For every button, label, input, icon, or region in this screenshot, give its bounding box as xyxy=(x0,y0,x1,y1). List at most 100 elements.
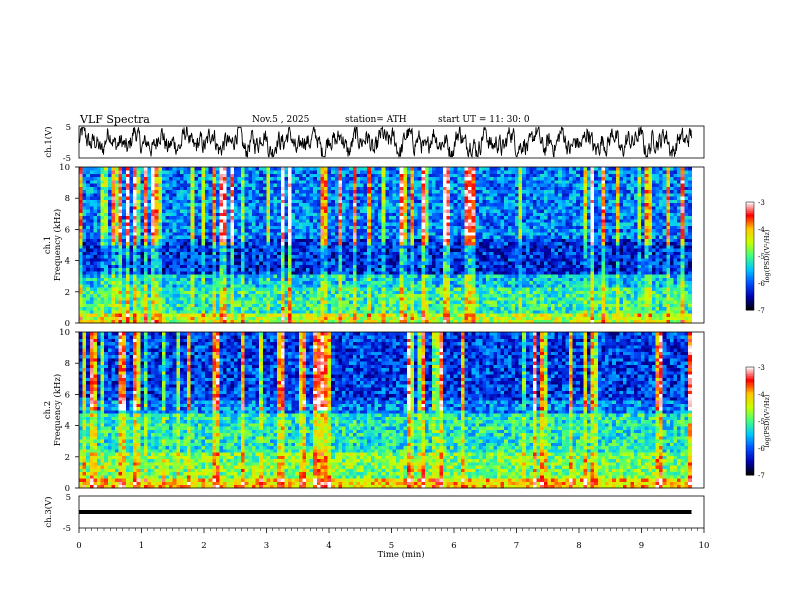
spectrogram-cell xyxy=(165,261,170,265)
spectrogram-cell xyxy=(338,232,343,236)
spectrogram-cell xyxy=(342,300,347,304)
spectrogram-cell xyxy=(277,316,282,321)
spectrogram-cell xyxy=(388,228,393,233)
spectrogram-cell xyxy=(161,251,166,256)
spectrogram-cell xyxy=(424,277,429,282)
spectrogram-cell xyxy=(233,245,238,249)
spectrogram-cell xyxy=(659,310,664,314)
spectrogram-cell xyxy=(673,303,678,308)
spectrogram-cell xyxy=(251,254,256,259)
spectrogram-cell xyxy=(655,267,660,272)
spectrogram-cell xyxy=(79,225,83,230)
spectrogram-cell xyxy=(125,290,130,295)
spectrogram-cell xyxy=(522,297,527,301)
spectrogram-cell xyxy=(129,277,134,282)
spectrogram-cell xyxy=(194,271,199,275)
spectrogram-cell xyxy=(641,274,646,278)
spectrogram-cell xyxy=(569,267,573,272)
spectrogram-cell xyxy=(525,258,530,262)
spectrogram-cell xyxy=(255,241,260,246)
spectrogram-cell xyxy=(352,287,357,291)
spectrogram-cell xyxy=(374,228,379,233)
spectrogram-cell xyxy=(316,287,321,291)
spectrogram-cell xyxy=(233,284,238,288)
spectrogram-cell xyxy=(468,277,473,282)
spectrogram-cell xyxy=(352,284,357,288)
spectrogram-cell xyxy=(496,303,501,308)
spectrogram-cell xyxy=(327,290,332,295)
spectrogram-cell xyxy=(223,284,228,288)
spectrogram-cell xyxy=(536,306,541,311)
spectrogram-cell xyxy=(428,241,433,246)
spectrogram-cell xyxy=(298,313,303,317)
spectrogram-cell xyxy=(608,261,613,265)
spectrogram-cell xyxy=(125,238,130,243)
spectrogram-cell xyxy=(608,303,613,308)
spectrogram-cell xyxy=(215,232,220,236)
spectrogram-cell xyxy=(208,251,213,256)
spectrogram-cell xyxy=(399,235,404,239)
spectrogram-cell xyxy=(226,310,231,314)
spectrogram-cell xyxy=(457,290,462,295)
spectrogram-cell xyxy=(381,258,386,262)
spectrogram-cell xyxy=(122,313,127,317)
spectrogram-cell xyxy=(370,264,375,269)
spectrogram-cell xyxy=(576,235,581,239)
spectrogram-cell xyxy=(205,287,210,291)
spectrogram-cell xyxy=(561,306,566,311)
spectrogram-cell xyxy=(324,254,328,259)
spectrogram-cell xyxy=(561,228,566,233)
spectrogram-cell xyxy=(374,319,379,324)
spectrogram-cell xyxy=(471,303,476,308)
spectrogram-cell xyxy=(536,293,541,298)
spectrogram-cell xyxy=(165,235,170,239)
spectrogram-cell xyxy=(104,251,109,256)
spectrogram-cell xyxy=(677,313,682,317)
spectrogram-cell xyxy=(605,290,610,295)
spectrogram-cell xyxy=(345,303,350,308)
spectrogram-cell xyxy=(230,258,235,262)
spectrogram-cell xyxy=(475,310,480,314)
spectrogram-cell xyxy=(673,267,678,272)
spectrogram-cell xyxy=(367,238,372,243)
spectrogram-cell xyxy=(684,254,689,259)
spectrogram-cell xyxy=(572,280,577,285)
spectrogram-cell xyxy=(504,284,509,288)
spectrogram-cell xyxy=(579,287,584,291)
spectrogram-cell xyxy=(197,258,202,262)
spectrogram-cell xyxy=(309,303,314,308)
spectrogram-cell xyxy=(605,316,610,321)
spectrogram-cell xyxy=(450,297,455,301)
spectrogram-cell xyxy=(219,254,224,259)
spectrogram-cell xyxy=(424,254,429,259)
spectrogram-cell xyxy=(569,297,573,301)
spectrogram-cell xyxy=(295,284,300,288)
spectrogram-cell xyxy=(327,232,332,236)
spectrogram-cell xyxy=(554,254,559,259)
spectrogram-cell xyxy=(399,290,404,295)
spectrogram-cell xyxy=(125,232,130,236)
spectrogram-cell xyxy=(453,313,458,317)
spectrogram-cell xyxy=(129,297,134,301)
spectrogram-cell xyxy=(172,310,177,314)
spectrogram-cell xyxy=(349,267,354,272)
spectrogram-cell xyxy=(273,300,278,304)
spectrogram-cell xyxy=(129,241,134,246)
spectrogram-cell xyxy=(662,254,667,259)
spectrogram-cell xyxy=(381,248,386,252)
spectrogram-cell xyxy=(403,228,408,233)
spectrogram-cell xyxy=(403,232,408,236)
spectrogram-cell xyxy=(172,297,177,301)
spectrogram-cell xyxy=(244,277,249,282)
spectrogram-cell xyxy=(136,235,141,239)
spectrogram-cell xyxy=(428,261,433,265)
spectrogram-cell xyxy=(493,241,498,246)
spectrogram-cell xyxy=(93,310,98,314)
spectrogram-cell xyxy=(648,235,653,239)
spectrogram-cell xyxy=(507,310,512,314)
spectrogram-cell xyxy=(298,258,303,262)
spectrogram-cell xyxy=(266,271,271,275)
spectrogram-cell xyxy=(334,303,339,308)
spectrogram-cell xyxy=(489,264,494,269)
spectrogram-cell xyxy=(363,274,368,278)
